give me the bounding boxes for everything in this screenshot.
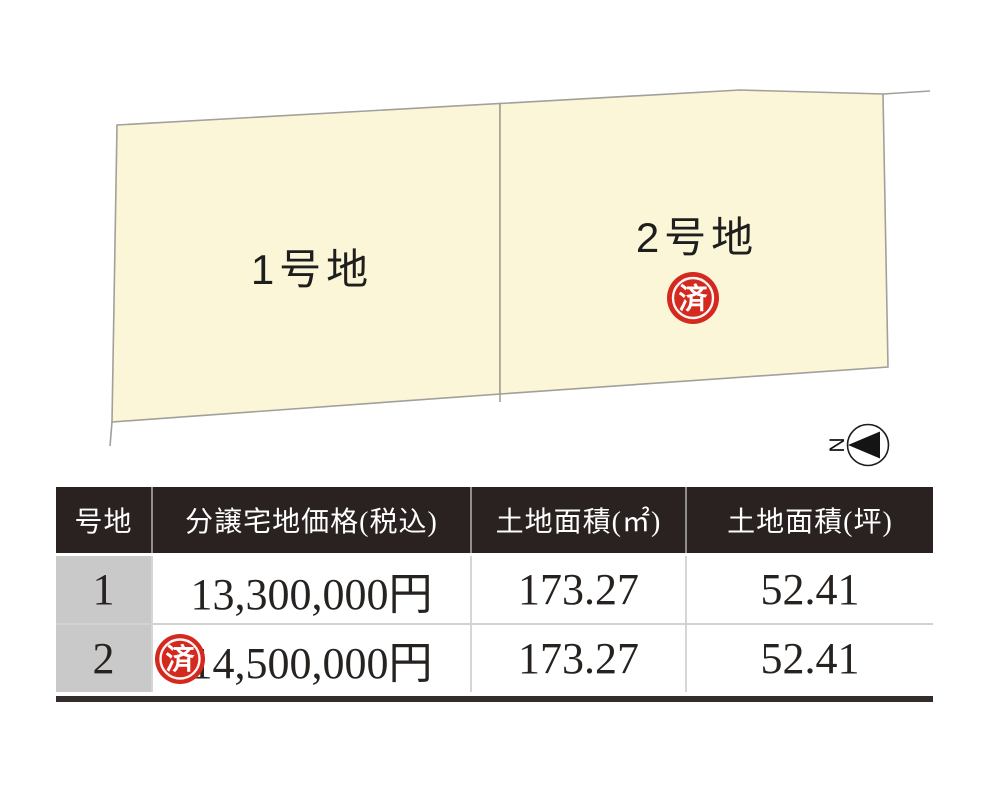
bottom-gap — [56, 692, 933, 696]
sold-stamp-icon: 済 — [155, 633, 205, 684]
plot-number-cell: 2 — [56, 625, 153, 692]
row-divider — [56, 623, 933, 625]
price-cell: 13,300,000円 — [153, 556, 472, 623]
table-row-plot-2: 2 済 14,500,000円 173.27 52.41 — [56, 625, 933, 692]
sold-stamp-icon: 済 — [667, 272, 719, 324]
boundary-extension-line-right — [882, 90, 931, 95]
plot-layout-diagram: 1号地 2号地 済 N — [109, 89, 931, 467]
boundary-extension-line-left — [109, 421, 113, 447]
sold-stamp-text: 済 — [678, 283, 708, 316]
price-table: 号地 分譲宅地価格(税込) 土地面積(㎡) 土地面積(坪) 1 13,300,0… — [56, 487, 933, 702]
sold-stamp-text: 済 — [165, 643, 195, 676]
table-bottom-bar — [56, 696, 933, 702]
plot-2-shape — [499, 89, 889, 395]
header-area-m2: 土地面積(㎡) — [472, 487, 687, 553]
header-body-divider — [56, 553, 933, 556]
plot-2-label: 2号地 — [636, 214, 758, 261]
north-label: N — [825, 437, 848, 452]
price-text: 14,500,000円 — [190, 638, 433, 688]
plot-number-cell: 1 — [56, 556, 153, 623]
area-m2-cell: 173.27 — [472, 625, 687, 692]
area-m2-cell: 173.27 — [472, 556, 687, 623]
price-table-header-row: 号地 分譲宅地価格(税込) 土地面積(㎡) 土地面積(坪) — [56, 487, 933, 553]
price-cell: 済 14,500,000円 — [153, 625, 472, 692]
header-plot-number: 号地 — [56, 487, 153, 553]
plot-1-label: 1号地 — [251, 246, 373, 293]
header-price: 分譲宅地価格(税込) — [153, 487, 472, 553]
table-row-plot-1: 1 13,300,000円 173.27 52.41 — [56, 556, 933, 623]
area-tsubo-cell: 52.41 — [760, 565, 860, 614]
north-arrow-icon: N — [825, 423, 890, 467]
header-area-tsubo: 土地面積(坪) — [727, 507, 893, 538]
area-tsubo-cell: 52.41 — [760, 634, 860, 683]
